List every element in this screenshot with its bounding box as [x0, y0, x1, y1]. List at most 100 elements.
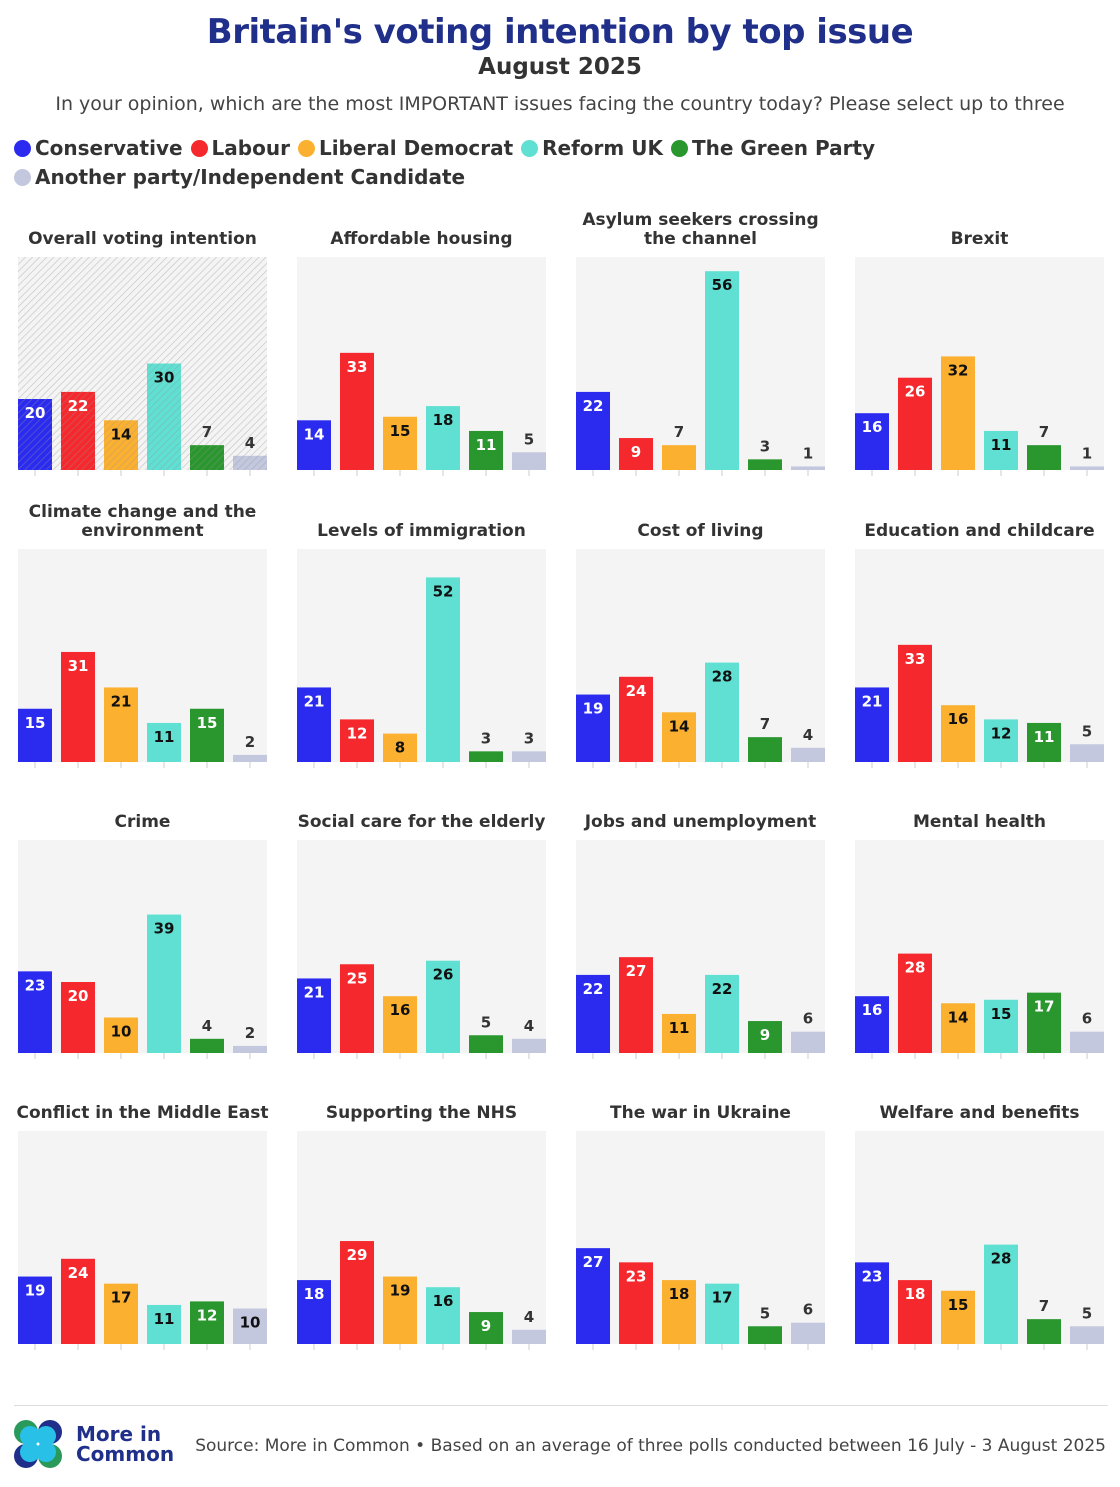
data-label: 18: [433, 411, 454, 429]
bar-another-party-independent-candidate: [791, 1031, 825, 1053]
data-label: 10: [240, 1314, 261, 1332]
data-label: 4: [524, 1017, 534, 1035]
plot-background: [576, 257, 825, 470]
plot-background: [297, 549, 546, 762]
data-label: 11: [1034, 728, 1055, 746]
data-label: 10: [111, 1023, 132, 1041]
bar-liberal-democrat: [104, 687, 138, 762]
panel-plot: 14 33 15 18 11 5: [297, 257, 546, 476]
bar-another-party-independent-candidate: [233, 1045, 267, 1053]
bar-the-green-party: [469, 1035, 503, 1053]
bar-labour: [898, 953, 932, 1053]
legend-label: Reform UK: [542, 136, 663, 160]
legend-dot-icon: [670, 140, 688, 157]
source-note: Source: More in Common • Based on an ave…: [195, 1436, 1106, 1456]
bar-reform-uk: [147, 914, 181, 1053]
data-label: 5: [1082, 722, 1092, 740]
panel-plot: 20 22 14 30 7 4: [18, 257, 267, 476]
data-label: 8: [395, 739, 405, 757]
data-label: 7: [1039, 423, 1049, 441]
data-label: 23: [626, 1267, 647, 1285]
data-label: 15: [390, 422, 411, 440]
bar-liberal-democrat: [662, 445, 696, 470]
data-label: 5: [481, 1013, 491, 1031]
data-label: 2: [245, 1024, 255, 1042]
panel-title: Jobs and unemployment: [584, 812, 817, 832]
legend-label: Another party/Independent Candidate: [35, 165, 466, 189]
legend-item: The Green Party: [670, 135, 875, 162]
data-label: 33: [905, 650, 926, 668]
panel-title: Conflict in the Middle East: [16, 1103, 269, 1123]
data-label: 23: [25, 976, 46, 994]
chart-subtitle: August 2025: [478, 54, 642, 80]
bar-the-green-party: [1027, 1319, 1061, 1344]
bar-the-green-party: [469, 430, 503, 470]
bar-reform-uk: [984, 719, 1018, 762]
bar-reform-uk: [426, 406, 460, 470]
data-label: 16: [433, 1292, 454, 1310]
bar-another-party-independent-candidate: [1070, 1326, 1104, 1344]
logo-text: More in Common: [76, 1424, 174, 1464]
panel-plot: 19 24 14 28 7 4: [576, 549, 825, 768]
data-label: 25: [347, 969, 368, 987]
panel-title: The war in Ukraine: [610, 1103, 791, 1123]
bar-liberal-democrat: [104, 1017, 138, 1053]
plot-background: [18, 840, 267, 1053]
data-label: 23: [862, 1267, 883, 1285]
panel-plot: 18 29 19 16 9 4: [297, 1131, 546, 1350]
bar-hatch: [104, 420, 138, 470]
bar-liberal-democrat: [941, 1003, 975, 1053]
logo-line1: More in: [76, 1422, 162, 1446]
panel-plot: 22 9 7 56 3 1: [576, 257, 825, 476]
panel-title: Asylum seekers crossing the channel: [582, 210, 819, 249]
bar-conservative: [855, 996, 889, 1053]
plot-background: [855, 549, 1104, 762]
plot-background: [18, 549, 267, 762]
bar-the-green-party: [469, 1312, 503, 1344]
data-label: 1: [803, 444, 813, 462]
bar-another-party-independent-candidate: [1070, 1031, 1104, 1053]
data-label: 28: [905, 959, 926, 977]
chart-title: Britain's voting intention by top issue: [206, 12, 914, 52]
plot-background: [576, 1131, 825, 1344]
bar-another-party-independent-candidate: [512, 1038, 546, 1053]
bar-another-party-independent-candidate: [1070, 744, 1104, 762]
data-label: 24: [626, 682, 647, 700]
panel-title: Levels of immigration: [317, 521, 526, 541]
bar-reform-uk: [705, 974, 739, 1053]
data-label: 7: [1039, 1297, 1049, 1315]
data-label: 17: [1034, 998, 1055, 1016]
bar-reform-uk: [705, 271, 739, 470]
data-label: 12: [347, 724, 368, 742]
panel-title: Supporting the NHS: [325, 1103, 518, 1123]
bar-reform-uk: [426, 577, 460, 762]
data-label: 30: [154, 369, 175, 387]
plot-background: [297, 1131, 546, 1344]
bar-hatch: [61, 391, 95, 470]
data-label: 7: [760, 715, 770, 733]
data-label: 14: [111, 425, 132, 443]
data-label: 21: [304, 983, 325, 1001]
bar-another-party-independent-candidate: [512, 1329, 546, 1344]
panel-plot: 16 26 32 11 7 1: [855, 257, 1104, 476]
legend-label: Liberal Democrat: [318, 136, 514, 160]
plot-background: [855, 840, 1104, 1053]
data-label: 18: [905, 1285, 926, 1303]
legend-dot-icon: [297, 140, 315, 157]
data-label: 15: [197, 714, 218, 732]
data-label: 7: [674, 423, 684, 441]
bar-conservative: [297, 1280, 331, 1344]
data-label: 22: [583, 397, 604, 415]
plot-background: [297, 257, 546, 470]
bar-another-party-independent-candidate: [1070, 466, 1104, 470]
data-label: 26: [905, 383, 926, 401]
data-label: 16: [862, 418, 883, 436]
bar-liberal-democrat: [662, 1280, 696, 1344]
bar-labour: [619, 676, 653, 762]
bar-another-party-independent-candidate: [233, 754, 267, 762]
bar-labour: [619, 957, 653, 1053]
bar-hatch: [190, 445, 224, 470]
bar-conservative: [576, 1248, 610, 1344]
data-label: 3: [481, 729, 491, 747]
bar-reform-uk: [147, 722, 181, 762]
